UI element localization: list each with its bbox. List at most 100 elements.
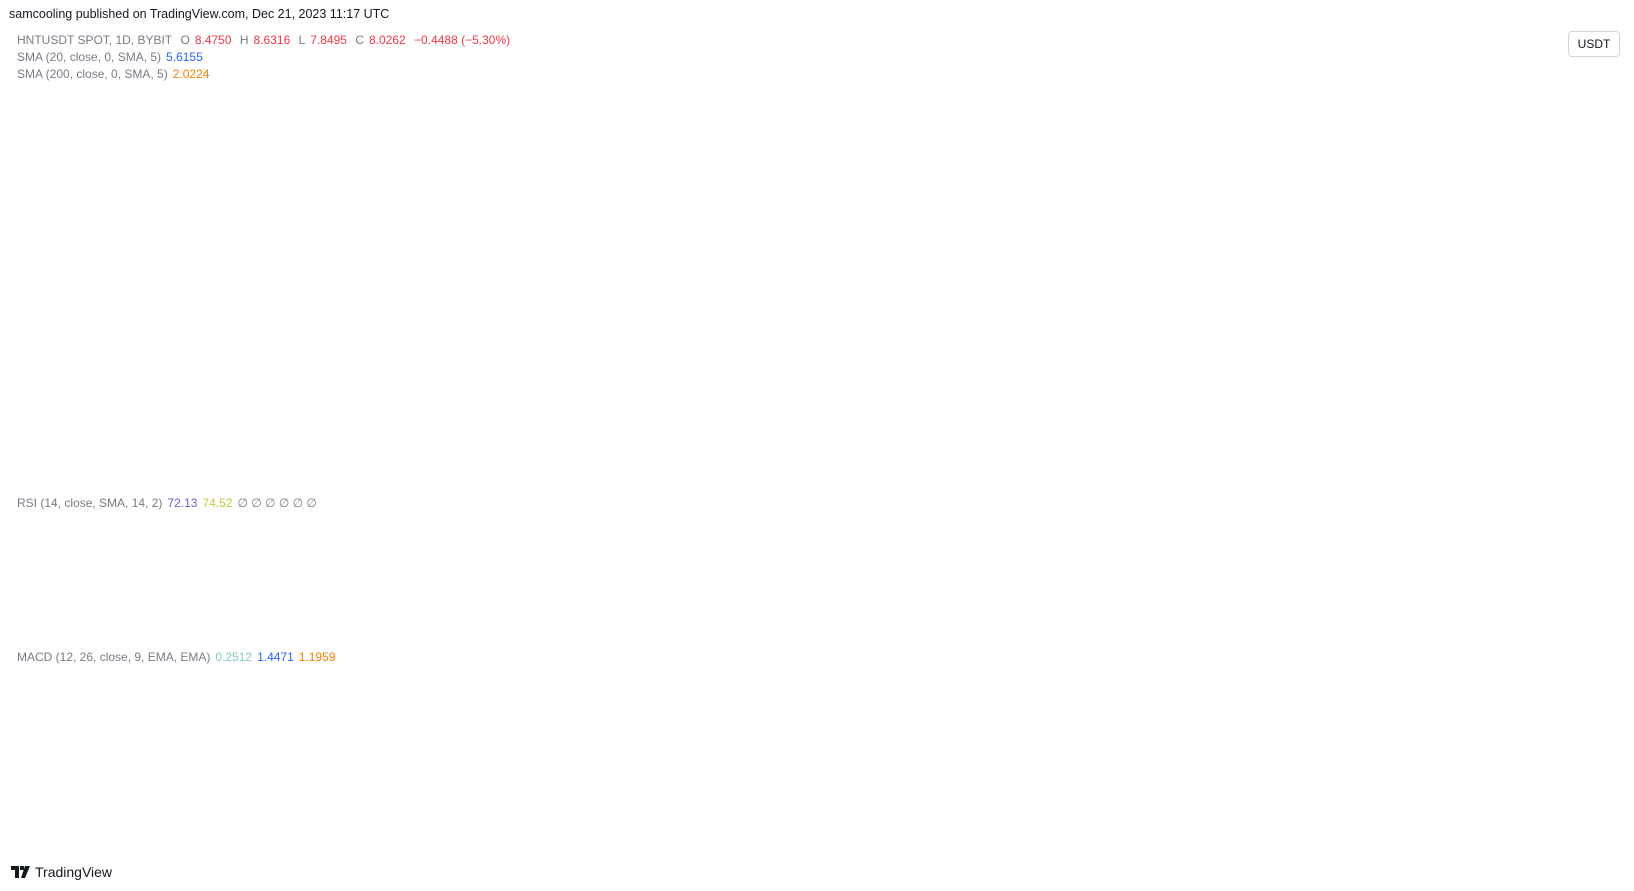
rsi-legend: RSI (14, close, SMA, 14, 2) 72.13 74.52 ∅ ∅… xyxy=(17,496,317,510)
candle xyxy=(1047,289,1072,334)
price-level-badge xyxy=(1505,316,1567,333)
sma200-legend: SMA (200, close, 0, SMA, 5) 2.0224 xyxy=(17,67,210,81)
time-tick-label: 14 xyxy=(1186,800,1200,814)
macd-tick-label: 0.0000 xyxy=(1521,782,1558,796)
time-tick-label: 21 xyxy=(1420,800,1434,814)
candle xyxy=(546,392,571,409)
price-tick-label: 4.0000 xyxy=(1521,331,1558,345)
macd-histogram-bar xyxy=(1410,765,1443,790)
candle xyxy=(947,248,972,311)
currency-button[interactable]: USDT xyxy=(1568,31,1620,57)
time-tick-label: 4 xyxy=(856,800,863,814)
event-lightning-glyph: ⚡ xyxy=(1420,445,1432,458)
candle-body xyxy=(1314,145,1339,196)
macd-histogram-bar xyxy=(74,784,107,790)
macd-histogram-bar xyxy=(1010,772,1042,790)
flag-stripe xyxy=(1421,475,1431,477)
candle xyxy=(1114,261,1139,317)
candle-body xyxy=(1181,225,1205,277)
candle-body xyxy=(913,290,938,385)
price-legend: HNTUSDT SPOT, 1D, BYBIT O 8.4750 H 8.6316 … xyxy=(17,33,515,47)
price-level-label: 3.0007 xyxy=(1518,378,1555,392)
macd-histogram-bar xyxy=(542,784,575,790)
candle-body xyxy=(713,384,738,390)
us-flag-event-icon xyxy=(1416,464,1436,484)
candle-body xyxy=(1147,276,1172,304)
price-tick-label: 2.0000 xyxy=(1521,424,1558,438)
candle xyxy=(880,384,905,394)
candle xyxy=(45,424,70,448)
candle-body xyxy=(1414,129,1439,151)
macd-histogram-bar xyxy=(1377,758,1410,790)
macd-histogram-bar xyxy=(776,784,809,790)
macd-histogram-bar xyxy=(1043,771,1076,790)
candle-body xyxy=(1080,294,1105,311)
candle xyxy=(680,385,704,397)
tradingview-brand[interactable]: TradingView xyxy=(11,864,112,880)
macd-histogram-bar xyxy=(1210,760,1243,790)
candle xyxy=(312,426,337,433)
macd-histogram-bar xyxy=(275,787,308,790)
macd-histogram-bar xyxy=(676,781,708,790)
macd-histogram-bar xyxy=(342,788,374,790)
candle xyxy=(446,411,471,434)
sma200-line xyxy=(23,429,1427,454)
flag-stripe xyxy=(1421,470,1431,472)
price-level-badge xyxy=(1505,189,1567,206)
candle-body xyxy=(279,428,304,434)
candle-body xyxy=(947,291,972,304)
candle xyxy=(513,405,537,419)
macd-histogram-bar xyxy=(375,788,408,790)
candle xyxy=(847,379,871,398)
price-level-badge xyxy=(1505,143,1567,160)
price-level-badge xyxy=(1505,168,1567,185)
macd-histogram-bar xyxy=(208,786,241,790)
macd-histogram-bar xyxy=(1143,776,1176,790)
macd-tick-label: 0.5000 xyxy=(1521,735,1558,749)
candle-body xyxy=(145,432,170,435)
macd-histogram-bar xyxy=(8,783,40,790)
sma20-legend: SMA (20, close, 0, SMA, 5) 5.6155 xyxy=(17,50,203,64)
candle-body xyxy=(112,428,137,434)
chart-frame xyxy=(8,25,1623,827)
macd-histogram-bar xyxy=(976,771,1009,790)
macd-histogram-bar xyxy=(408,789,441,791)
candle-body xyxy=(312,429,337,431)
macd-legend: MACD (12, 26, close, 9, EMA, EMA) 0.2512 1… xyxy=(17,650,336,664)
candle xyxy=(646,394,671,411)
macd-histogram-bar xyxy=(442,787,475,790)
candle-body xyxy=(245,427,270,434)
candle-body xyxy=(1047,293,1072,333)
event-lightning-icon xyxy=(1417,442,1435,460)
price-level-badge xyxy=(1505,453,1567,470)
macd-histogram-bar xyxy=(1076,775,1109,790)
candle-body xyxy=(1381,120,1406,130)
candle-body xyxy=(680,388,704,396)
price-level-badge xyxy=(1505,376,1567,393)
macd-histogram-bar xyxy=(642,781,675,790)
candle-body xyxy=(813,386,838,391)
candle xyxy=(1348,90,1372,156)
candle-body xyxy=(1247,172,1272,182)
macd-histogram-bar xyxy=(843,786,875,790)
macd-histogram-bar xyxy=(943,766,976,790)
macd-histogram-bar xyxy=(175,785,207,790)
candle-body xyxy=(646,396,671,409)
macd-tick-label: 1.5000 xyxy=(1521,641,1558,655)
macd-histogram-bar xyxy=(1277,760,1310,790)
rsi-ma-line xyxy=(23,538,1427,566)
time-tick-label: 7 xyxy=(956,800,963,814)
candle xyxy=(1214,115,1239,233)
red-trend-line xyxy=(658,0,1492,396)
macd-histogram-bar xyxy=(475,786,508,790)
candle-body xyxy=(1214,171,1239,226)
macd-histogram-bar xyxy=(876,786,909,790)
candle xyxy=(746,375,771,389)
candle xyxy=(613,400,638,412)
candle xyxy=(1147,275,1172,320)
candle xyxy=(346,427,370,432)
candle-body xyxy=(513,405,537,418)
rsi-tick-label: 60.00 xyxy=(1524,564,1554,578)
price-level-label: 7.0233 xyxy=(1518,190,1555,204)
